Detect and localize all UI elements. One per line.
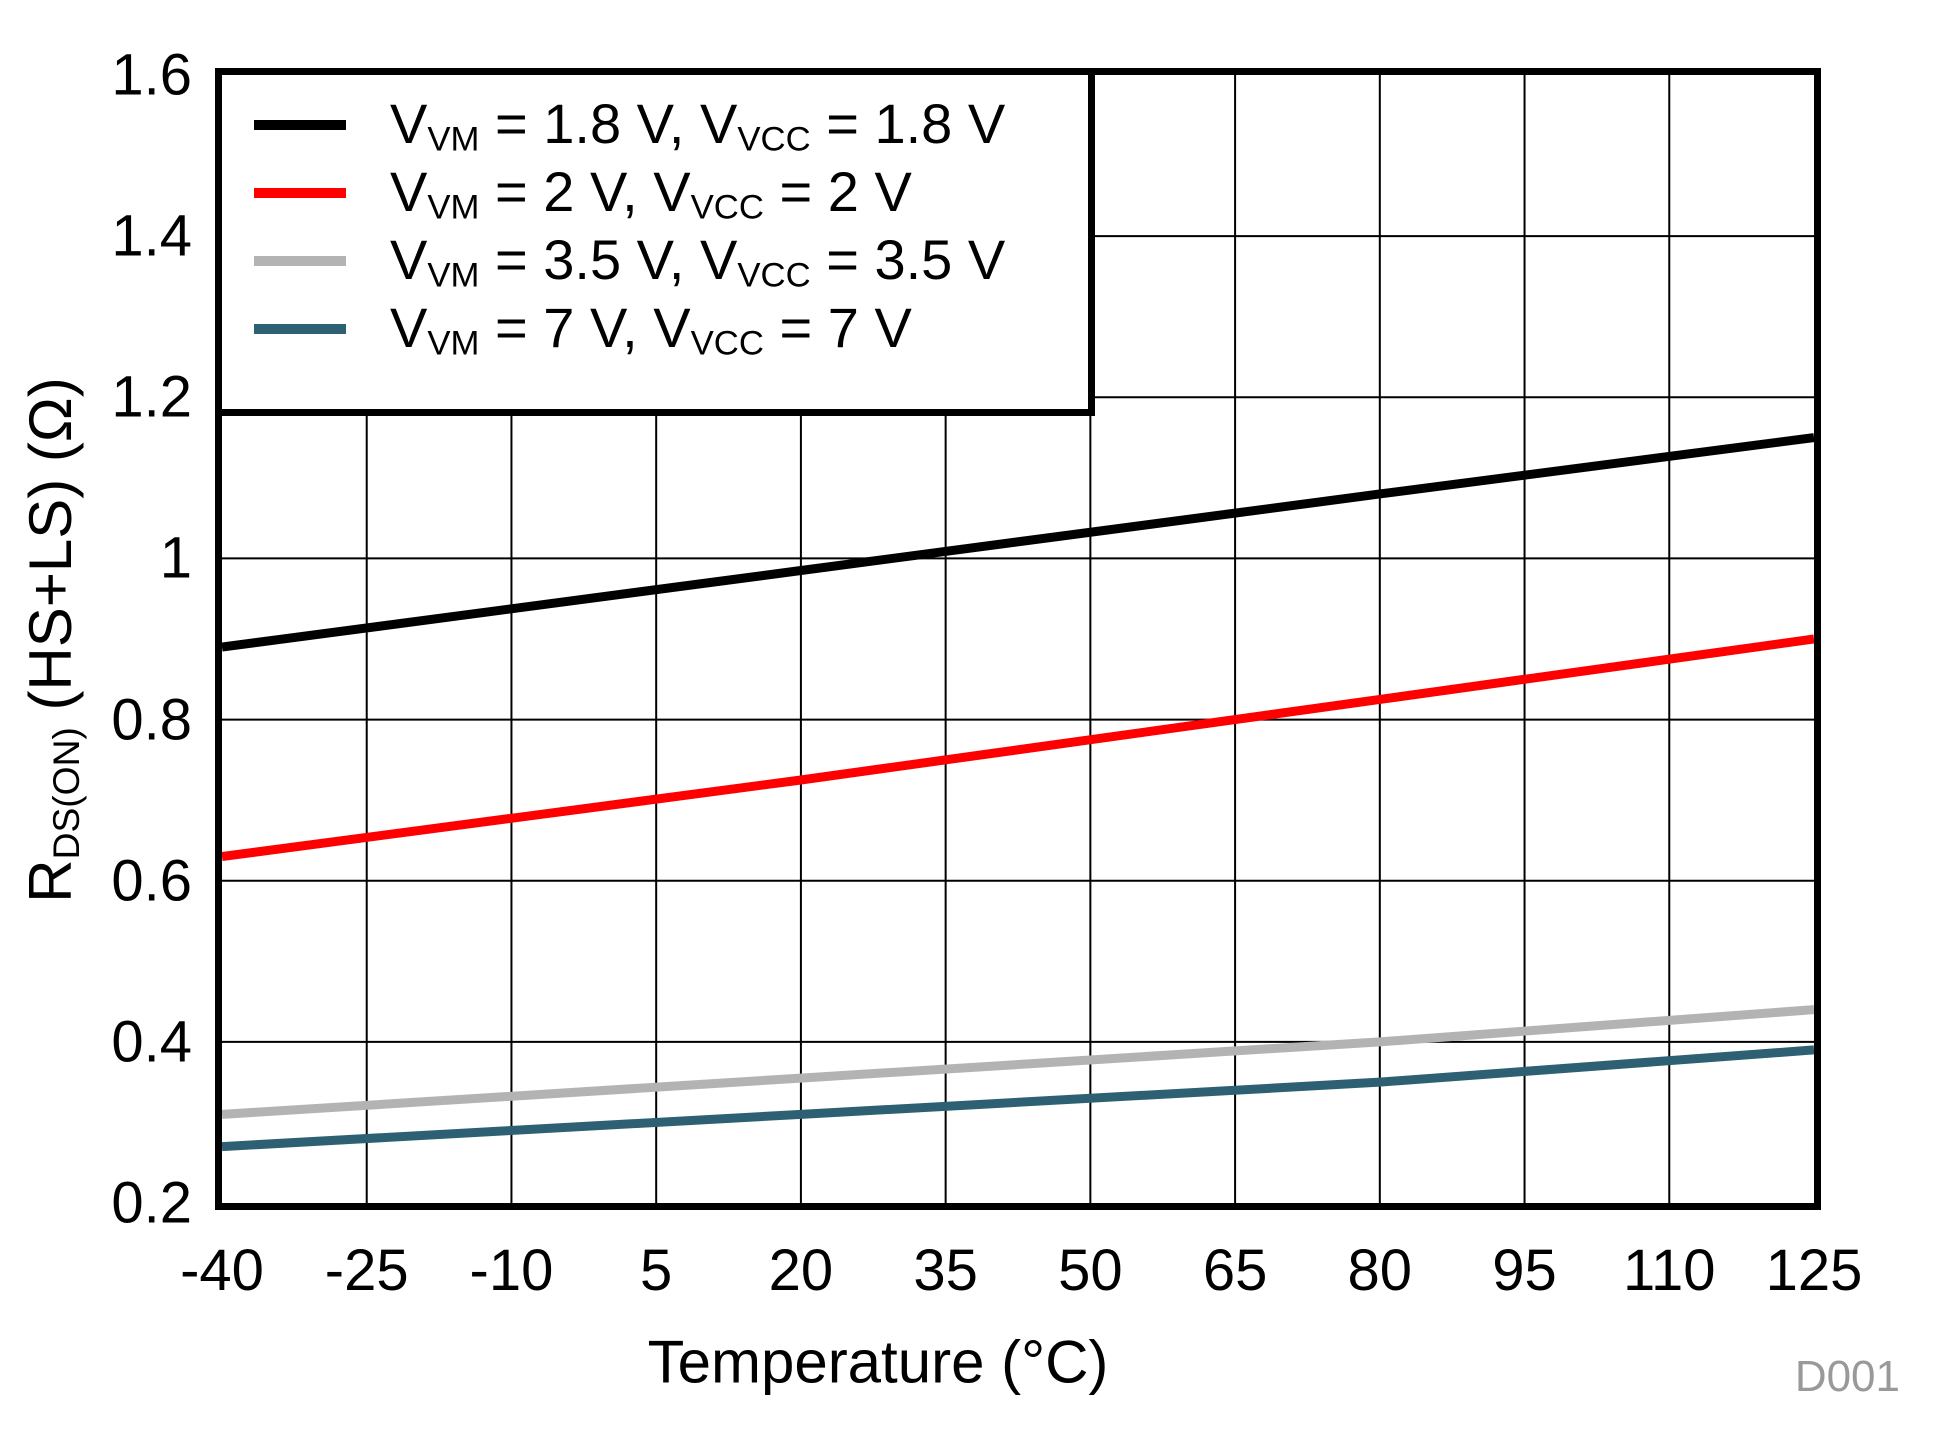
legend-swatch-3: [254, 324, 346, 334]
x-tick-label: 125: [1765, 1238, 1863, 1303]
legend-item-0: VVM = 1.8 V, VVCC = 1.8 V: [222, 91, 1088, 159]
series-line-2: [222, 1005, 1814, 1119]
x-tick-label: 80: [1347, 1238, 1413, 1303]
legend-label-subscript: VCC: [737, 256, 811, 295]
legend-box: VVM = 1.8 V, VVCC = 1.8 V VVM = 2 V, VVCC…: [215, 68, 1095, 416]
x-tick-label: -10: [469, 1238, 554, 1303]
y-tick-label: 0.4: [111, 1009, 192, 1075]
legend-swatch-0: [254, 120, 346, 130]
legend-label-text: = 3.5 V: [810, 227, 1006, 291]
plot-area: [222, 75, 1814, 1203]
y-tick-label: 1.6: [111, 42, 192, 108]
y-axis-title-sub: DS(ON): [45, 727, 88, 860]
watermark-label: D001: [1794, 1352, 1900, 1401]
y-axis-title-post: (HS+LS) (Ω): [16, 377, 84, 728]
legend-label-1: VVM = 2 V, VVCC = 2 V: [390, 159, 912, 228]
legend-label-subscript: VM: [427, 256, 480, 295]
legend-label-2: VVM = 3.5 V, VVCC = 3.5 V: [390, 227, 1005, 296]
y-axis-title: RDS(ON) (HS+LS) (Ω): [16, 377, 88, 902]
legend-label-text: = 1.8 V, V: [479, 91, 738, 155]
x-tick-label: -40: [180, 1238, 264, 1303]
legend-label-subscript: VCC: [690, 324, 764, 363]
legend-item-1: VVM = 2 V, VVCC = 2 V: [222, 159, 1088, 227]
x-tick-label: 20: [768, 1238, 834, 1303]
x-tick-label: 65: [1202, 1238, 1268, 1303]
legend-label-subscript: VCC: [737, 120, 811, 159]
legend-item-2: VVM = 3.5 V, VVCC = 3.5 V: [222, 227, 1088, 295]
y-tick-label: 0.2: [111, 1170, 192, 1236]
x-tick-label: 35: [913, 1238, 978, 1303]
legend-label-subscript: VM: [427, 188, 480, 227]
legend-label-text: = 2 V, V: [479, 159, 691, 223]
legend-swatch-1: [254, 188, 346, 198]
legend-label-text: = 3.5 V, V: [479, 227, 738, 291]
legend-item-3: VVM = 7 V, VVCC = 7 V: [222, 295, 1088, 363]
legend-label-text: V: [390, 295, 428, 359]
series-line-0: [222, 433, 1814, 652]
y-tick-label: 1.4: [111, 203, 192, 269]
x-axis-title: Temperature (°C): [647, 1328, 1109, 1396]
legend-label-subscript: VM: [427, 120, 480, 159]
legend-swatch-2: [254, 256, 346, 266]
y-axis-title-pre: R: [16, 859, 84, 903]
x-tick-label: 5: [640, 1238, 673, 1303]
legend-label-3: VVM = 7 V, VVCC = 7 V: [390, 295, 912, 364]
legend-label-text: V: [390, 91, 428, 155]
x-tick-label: 110: [1623, 1238, 1716, 1303]
series-line-1: [222, 634, 1814, 862]
x-tick-label: 95: [1492, 1238, 1557, 1303]
legend-label-text: = 2 V: [763, 159, 912, 223]
legend-label-text: = 1.8 V: [810, 91, 1006, 155]
legend-label-text: V: [390, 227, 428, 291]
legend-label-subscript: VM: [427, 324, 480, 363]
legend-label-text: = 7 V: [763, 295, 912, 359]
y-tick-label: 0.6: [111, 848, 192, 914]
series-line-3: [222, 1045, 1814, 1152]
x-tick-label: -25: [324, 1238, 409, 1303]
legend-label-text: = 7 V, V: [479, 295, 691, 359]
y-tick-label: 1.2: [111, 364, 192, 430]
legend-label-subscript: VCC: [690, 188, 764, 227]
legend-label-text: V: [390, 159, 428, 223]
legend-label-0: VVM = 1.8 V, VVCC = 1.8 V: [390, 91, 1005, 160]
y-tick-label: 0.8: [111, 687, 192, 753]
y-tick-label: 1: [159, 525, 192, 591]
x-tick-label: 50: [1058, 1238, 1123, 1303]
